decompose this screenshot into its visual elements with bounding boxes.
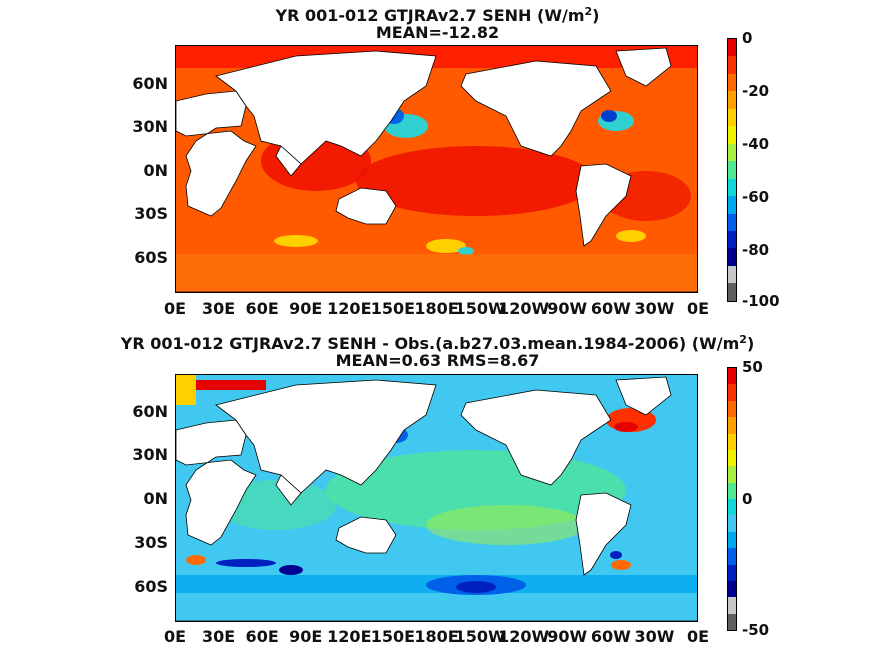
panel1-colorbar-label-minus60: -60	[742, 188, 770, 206]
panel2-lat-label-0n: 0N	[143, 489, 168, 508]
panel2-lon-label-4: 120E	[327, 627, 372, 646]
panel2-lat-label-60s: 60S	[134, 577, 168, 596]
panel2-colorbar	[727, 367, 737, 631]
panel2-colorbar-segment	[728, 482, 736, 499]
panel2-lon-label-10: 60W	[590, 627, 631, 646]
panel2-lon-label-8: 120W	[498, 627, 550, 646]
panel1-lat-label-60s: 60S	[134, 248, 168, 267]
panel1-lon-label-7: 150W	[454, 299, 506, 318]
panel2-colorbar-label-minus50: -50	[742, 621, 770, 639]
panel1-lat-label-60n: 60N	[132, 74, 168, 93]
panel2-colorbar-segment	[728, 368, 736, 385]
panel2-lat-label-30n: 30N	[132, 445, 168, 464]
panel2-colorbar-label-0: 0	[742, 490, 753, 508]
panel2-lon-label-11: 30W	[634, 627, 675, 646]
panel1-colorbar-segment	[728, 283, 736, 301]
panel1-title-line1: YR 001-012 GTJRAv2.7 SENH (W/m2)	[275, 5, 600, 26]
panel1-colorbar-segment	[728, 39, 736, 57]
panel1-colorbar-segment	[728, 161, 736, 179]
panel2-colorbar-segment	[728, 400, 736, 418]
panel1-colorbar-segment	[728, 265, 736, 284]
panel1-colorbar-label-minus40: -40	[742, 135, 770, 153]
panel1-colorbar	[727, 38, 737, 302]
panel1-lat-label-0n: 0N	[143, 161, 168, 180]
panel1-colorbar-segment	[728, 126, 736, 144]
panel2-colorbar-segment	[728, 613, 736, 630]
panel1-colorbar-segment	[728, 248, 736, 266]
panel2-lon-label-5: 150E	[370, 627, 416, 646]
panel2-colorbar-segment	[728, 531, 736, 549]
panel2-lon-label-7: 150W	[454, 627, 506, 646]
panel1-lon-label-2: 60E	[245, 299, 279, 318]
panel1-colorbar-segment	[728, 196, 736, 214]
panel1-colorbar-segment	[728, 56, 736, 74]
panel1-colorbar-segment	[728, 178, 736, 197]
panel1-map	[175, 45, 698, 293]
panel2-lon-label-2: 60E	[245, 627, 279, 646]
panel2-colorbar-segment	[728, 499, 736, 516]
panel1-lon-label-1: 30E	[201, 299, 236, 318]
panel1-colorbar-segment	[728, 230, 736, 249]
panel1-lat-label-30n: 30N	[132, 117, 168, 136]
panel1-colorbar-segment	[728, 91, 736, 109]
panel1-colorbar-label-minus20: -20	[742, 82, 770, 100]
panel2-lon-label-9: 90W	[547, 627, 588, 646]
panel2-colorbar-segment	[728, 417, 736, 434]
panel2-title-line2: MEAN=0.63 RMS=8.67	[335, 351, 540, 370]
panel2-colorbar-segment	[728, 515, 736, 532]
panel2-colorbar-label-50: 50	[742, 358, 763, 376]
panel1-colorbar-label-minus80: -80	[742, 241, 770, 259]
panel2-colorbar-segment	[728, 433, 736, 450]
panel1-lon-label-11: 30W	[634, 299, 675, 318]
panel1-colorbar-segment	[728, 108, 736, 127]
panel2-colorbar-segment	[728, 466, 736, 483]
panel1-lon-label-4: 120E	[327, 299, 372, 318]
panel2-colorbar-segment	[728, 580, 736, 598]
panel1-lon-label-8: 120W	[498, 299, 550, 318]
panel2-lon-label-6: 180E	[414, 627, 459, 646]
panel1-title-line2: MEAN=-12.82	[375, 23, 500, 42]
panel2-colorbar-segment	[728, 597, 736, 614]
panel2-lon-label-1: 30E	[201, 627, 236, 646]
panel2-colorbar-segment	[728, 449, 736, 467]
panel1-lon-label-5: 150E	[370, 299, 416, 318]
panel2-colorbar-segment	[728, 564, 736, 581]
panel1-lon-label-12: 0E	[686, 299, 710, 318]
panel1-colorbar-label-0: 0	[742, 29, 753, 47]
panel1-colorbar-segment	[728, 143, 736, 162]
panel2-lat-label-30s: 30S	[134, 533, 168, 552]
panel2-lon-label-3: 90E	[289, 627, 323, 646]
panel1-colorbar-label-minus100: -100	[742, 292, 780, 310]
panel1-lon-label-3: 90E	[289, 299, 323, 318]
panel1-lon-label-10: 60W	[590, 299, 631, 318]
panel2-lat-label-60n: 60N	[132, 402, 168, 421]
panel2-lon-label-12: 0E	[686, 627, 710, 646]
panel1-colorbar-segment	[728, 73, 736, 92]
panel1-lat-label-30s: 30S	[134, 204, 168, 223]
panel2-map	[175, 374, 698, 622]
panel1-lon-label-9: 90W	[547, 299, 588, 318]
panel1-colorbar-segment	[728, 213, 736, 231]
panel2-lon-label-0: 0E	[163, 627, 187, 646]
panel1-lon-label-0: 0E	[163, 299, 187, 318]
panel2-colorbar-segment	[728, 384, 736, 401]
panel2-title-line1: YR 001-012 GTJRAv2.7 SENH - Obs.(a.b27.0…	[120, 333, 755, 354]
panel1-lon-label-6: 180E	[414, 299, 459, 318]
panel2-colorbar-segment	[728, 548, 736, 565]
